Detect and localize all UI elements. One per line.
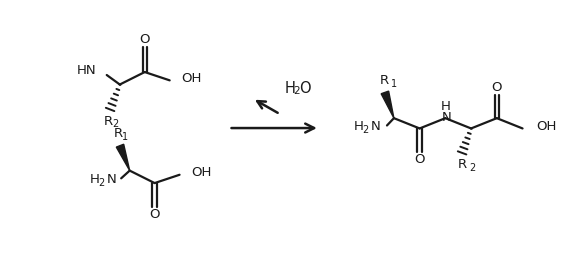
Polygon shape xyxy=(117,144,130,171)
Text: R: R xyxy=(458,158,467,171)
Text: 2: 2 xyxy=(99,178,104,188)
Text: OH: OH xyxy=(191,166,212,179)
Text: R: R xyxy=(379,74,389,87)
Text: OH: OH xyxy=(182,72,202,85)
Text: N: N xyxy=(371,120,381,133)
Text: N: N xyxy=(441,111,451,124)
Text: O: O xyxy=(492,81,502,94)
Text: O: O xyxy=(150,208,160,221)
Text: H: H xyxy=(285,81,296,96)
Text: H: H xyxy=(89,173,99,186)
Text: 2: 2 xyxy=(362,126,368,135)
Text: 1: 1 xyxy=(122,132,128,142)
Text: R: R xyxy=(114,127,122,140)
Text: O: O xyxy=(299,81,310,96)
Text: H: H xyxy=(440,100,450,113)
Text: N: N xyxy=(106,173,116,186)
Text: O: O xyxy=(139,33,150,46)
Text: 2: 2 xyxy=(293,86,300,97)
Text: 2: 2 xyxy=(469,163,475,173)
Text: 1: 1 xyxy=(391,78,397,89)
Text: R: R xyxy=(104,115,113,128)
Text: O: O xyxy=(414,153,425,166)
Text: OH: OH xyxy=(536,120,557,133)
Text: 2: 2 xyxy=(112,119,118,129)
Text: H: H xyxy=(353,120,363,133)
Text: HN: HN xyxy=(77,64,97,77)
Polygon shape xyxy=(381,91,394,118)
